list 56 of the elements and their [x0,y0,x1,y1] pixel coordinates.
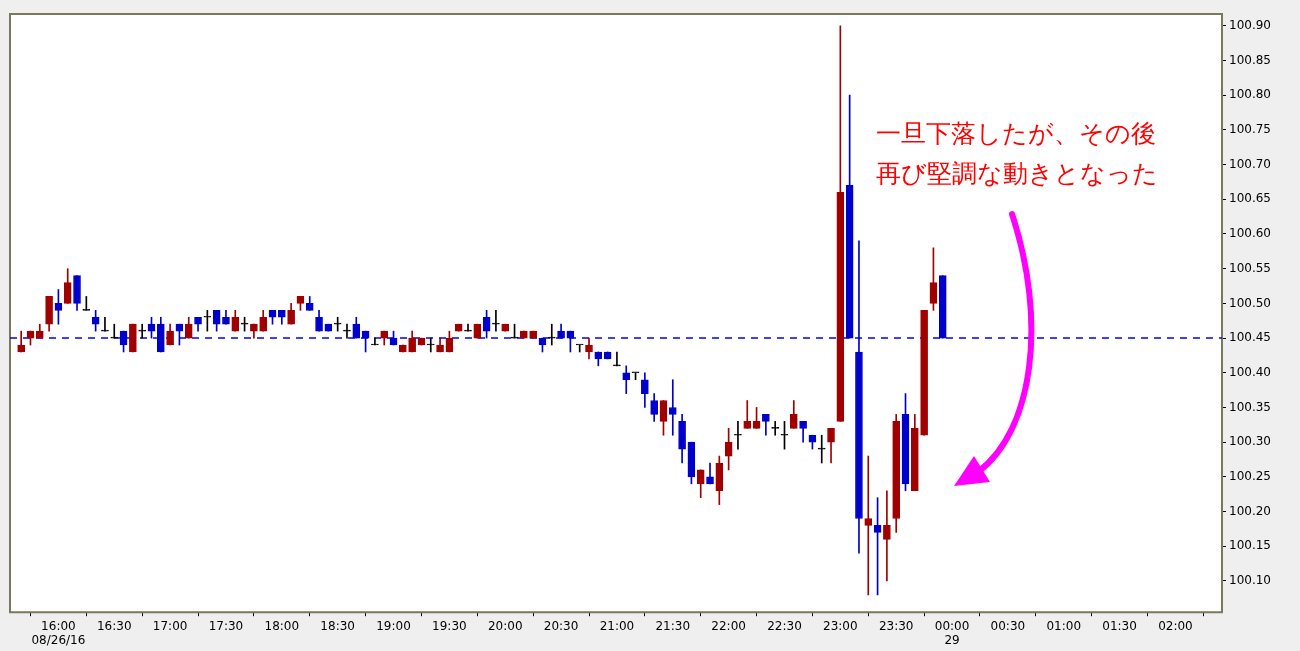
y-tick-label: 100.90 [1229,17,1271,32]
x-tick-label: 23:00 [823,618,858,633]
x-tick-label: 01:30 [1102,618,1137,633]
y-tick-label: 100.55 [1229,260,1271,275]
x-tick-label: 16:30 [96,618,132,633]
candlestick [426,337,435,353]
x-tick-label: 16:00 08/26/16 [31,618,86,647]
y-tick-label: 100.35 [1229,399,1271,414]
candlestick [101,316,109,332]
x-tick-label: 23:30 [878,618,914,633]
candlestick [547,323,556,346]
candlestick [668,379,677,436]
x-tick-label: 21:00 [599,618,635,633]
y-tick-label: 100.80 [1229,87,1271,102]
annotation: 一旦下落したが、その後再び堅調な動きとなった [876,118,1159,190]
x-tick-label: 20:30 [543,618,579,633]
y-tick-label: 100.15 [1229,538,1271,553]
x-tick-label: 00:00 29 [934,618,970,647]
x-tick-label: 17:30 [208,618,244,633]
x-tick-label: 22:00 [711,618,746,633]
candlestick [371,337,379,346]
candlestick [575,343,584,353]
candlestick [883,490,891,582]
x-tick-label: 21:30 [655,618,691,633]
y-tick-label: 100.10 [1229,573,1271,588]
y-tick-label: 100.25 [1229,469,1271,483]
y-tick-label: 100.45 [1229,330,1271,345]
candlestick [864,455,873,596]
y-tick-label: 100.65 [1229,191,1271,206]
x-tick-label: 01:00 [1046,618,1082,633]
x-tick-label: 19:30 [432,618,467,633]
y-tick-label: 100.50 [1229,295,1271,310]
candlestick [464,323,472,332]
x-tick-label: 19:00 [376,618,411,633]
y-tick-label: 100.40 [1229,364,1271,379]
y-tick-label: 100.20 [1229,503,1271,518]
y-tick-label: 100.30 [1229,434,1271,449]
candlestick [734,421,742,450]
candlestick [138,323,147,339]
x-tick-label: 20:00 [487,618,523,633]
y-tick-label: 100.60 [1229,226,1271,241]
candlestick [492,309,500,332]
x-tick-label: 02:00 [1158,618,1193,633]
x-tick-label: 00:30 [990,618,1026,633]
candlestick [771,421,780,436]
y-tick-label: 100.85 [1229,52,1271,67]
candlestick [817,434,826,464]
y-tick-label: 100.75 [1229,122,1271,137]
x-tick-label: 22:30 [767,618,802,633]
candlestick [343,323,351,339]
x-tick-label: 18:00 [264,618,300,633]
x-tick-label: 18:30 [320,618,355,633]
candlestick [110,323,119,339]
candlestick [613,351,621,367]
y-tick-label: 100.70 [1229,156,1271,171]
x-tick-label: 17:00 [152,618,188,633]
